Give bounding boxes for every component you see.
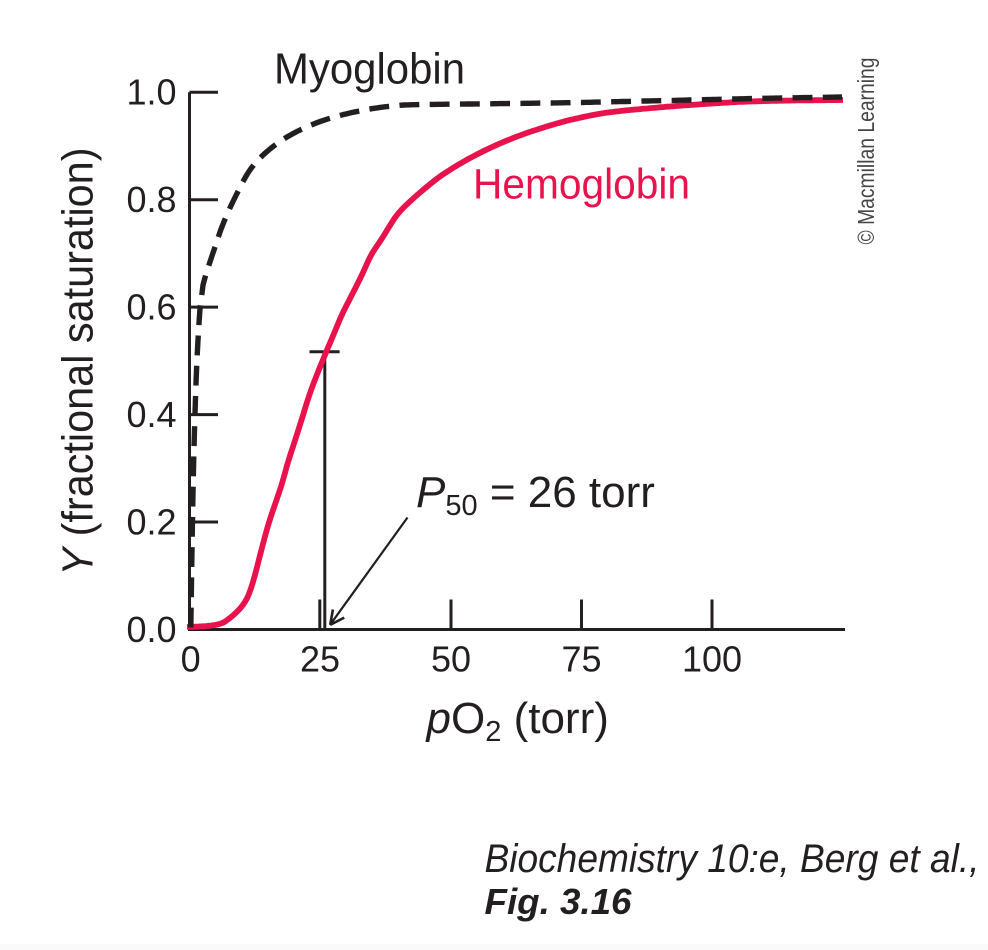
svg-text:75: 75 <box>561 639 601 680</box>
svg-text:Myoglobin: Myoglobin <box>274 44 465 93</box>
svg-text:0.0: 0.0 <box>126 609 176 650</box>
svg-text:1.0: 1.0 <box>126 72 176 113</box>
svg-text:25: 25 <box>300 639 340 680</box>
svg-text:100: 100 <box>682 639 742 680</box>
svg-text:Hemoglobin: Hemoglobin <box>473 161 690 209</box>
svg-text:0.8: 0.8 <box>126 179 176 220</box>
svg-text:0.6: 0.6 <box>126 287 176 328</box>
svg-text:0.4: 0.4 <box>126 394 176 435</box>
svg-text:0.2: 0.2 <box>126 501 176 542</box>
svg-text:Fig. 3.16: Fig. 3.16 <box>485 881 633 922</box>
svg-text:Y (fractional saturation): Y (fractional saturation) <box>54 148 103 576</box>
svg-text:P50 = 26 torr: P50 = 26 torr <box>416 468 655 522</box>
svg-text:Biochemistry 10:e, Berg et al.: Biochemistry 10:e, Berg et al., <box>485 837 980 881</box>
svg-text:© Macmillan Learning: © Macmillan Learning <box>853 58 879 245</box>
svg-text:50: 50 <box>431 639 471 680</box>
svg-text:0: 0 <box>181 639 201 680</box>
svg-text:pO2 (torr): pO2 (torr) <box>425 694 609 748</box>
